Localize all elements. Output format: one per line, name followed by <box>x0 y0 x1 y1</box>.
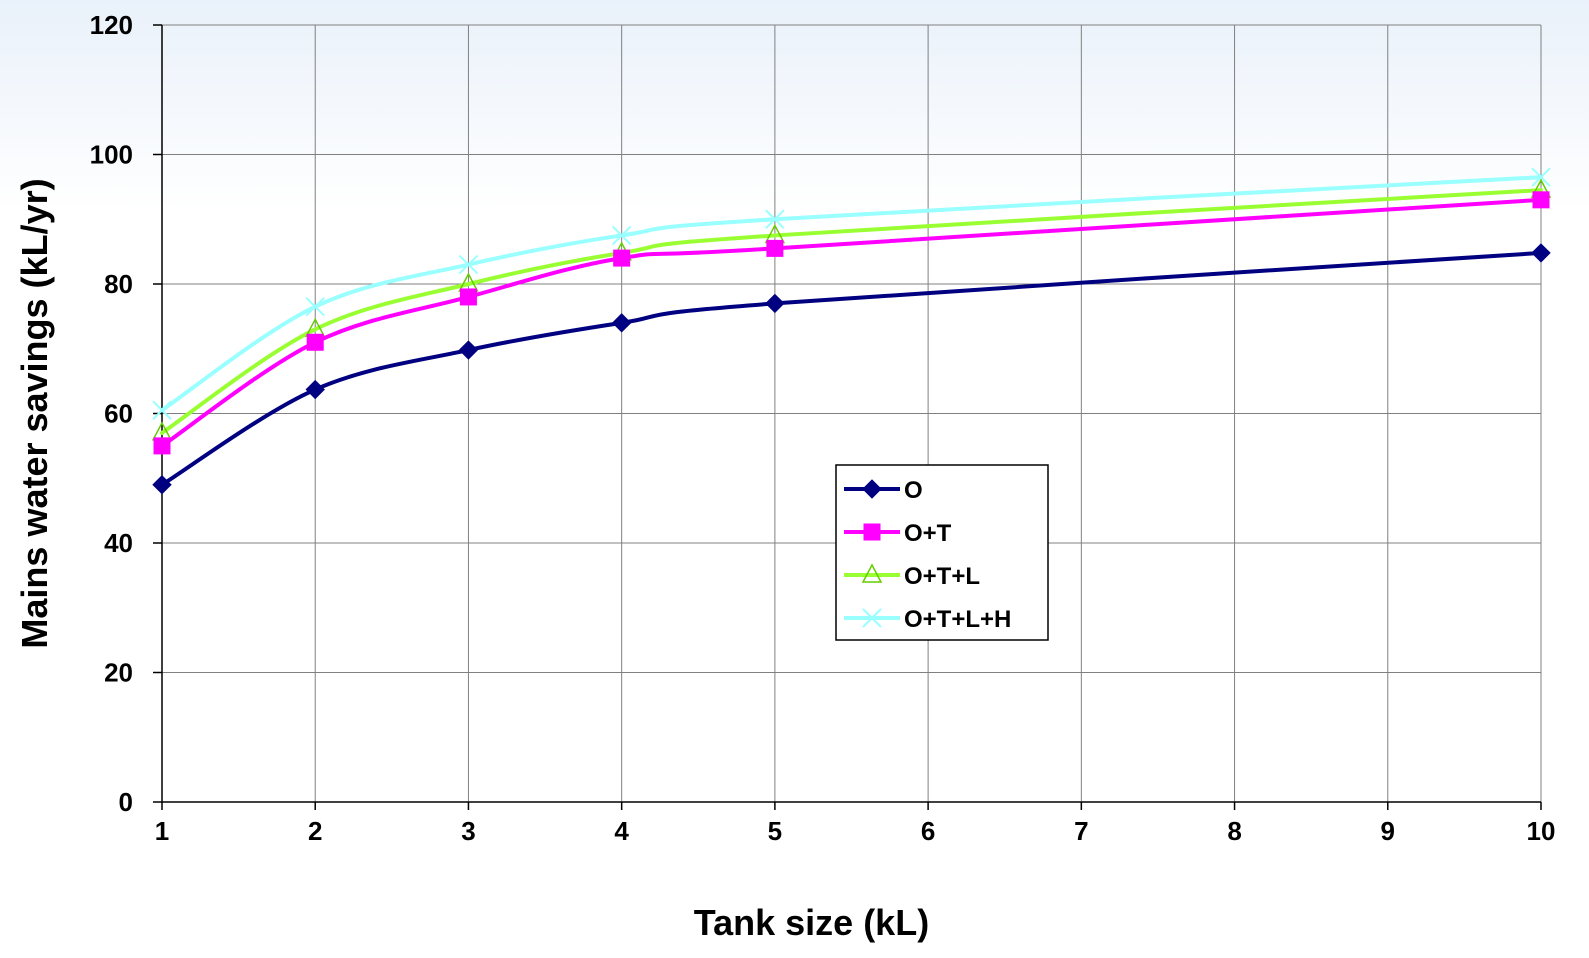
marker-o-plus-t-plus-l-plus-h-x3 <box>458 254 479 275</box>
series-o <box>152 243 1551 495</box>
marker-o-plus-t-x5 <box>766 239 784 257</box>
x-tick-label-2: 2 <box>308 816 322 846</box>
marker-o-x4 <box>611 313 632 333</box>
legend-entry-o-plus-t-plus-l: O+T+L <box>844 563 980 590</box>
legend: O O+T O+T+L O+T+L+H <box>835 464 1049 641</box>
legend-swatch-marker-o-plus-t-plus-l <box>861 563 883 583</box>
x-tick-label-8: 8 <box>1227 816 1241 846</box>
marker-o-x3 <box>458 340 479 360</box>
x-tick-label-10: 10 <box>1527 816 1556 846</box>
x-tick-label-1: 1 <box>155 816 169 846</box>
series-lines <box>151 167 1552 495</box>
x-tick-label-6: 6 <box>921 816 935 846</box>
marker-o-plus-t-x4 <box>613 249 631 267</box>
marker-o-plus-t-x1 <box>153 437 171 455</box>
marker-o-plus-t-x2 <box>306 333 324 351</box>
marker-o-x1 <box>152 475 172 495</box>
legend-swatch-marker-o <box>862 479 882 499</box>
x-tick-label-5: 5 <box>768 816 782 846</box>
legend-label-o-plus-t-plus-l-plus-h: O+T+L+H <box>904 606 1011 633</box>
y-tick-label-60: 60 <box>104 399 133 429</box>
y-tick-label-80: 80 <box>104 269 133 299</box>
y-tick-label-20: 20 <box>104 658 133 688</box>
marker-o-x2 <box>305 379 325 400</box>
x-tick-label-4: 4 <box>614 816 629 846</box>
series-line-o-plus-t <box>160 197 1543 448</box>
series-line-o-plus-t-plus-l <box>160 188 1543 435</box>
y-axis-title: Mains water savings (kL/yr) <box>14 178 55 648</box>
legend-swatch-marker-o-plus-t <box>863 523 881 541</box>
marker-o-x5 <box>765 293 785 314</box>
legend-entry-o: O <box>844 477 923 504</box>
legend-entry-o-plus-t: O+T <box>844 520 952 547</box>
marker-o-plus-t-plus-l-plus-h-x5 <box>765 209 785 229</box>
y-tick-label-0: 0 <box>119 787 133 817</box>
x-tick-label-9: 9 <box>1381 816 1395 846</box>
grid <box>162 24 1542 802</box>
axes <box>153 24 1542 810</box>
legend-swatch-marker-o-plus-t-plus-l-plus-h <box>862 608 882 628</box>
marker-o-plus-t-x10 <box>1532 191 1550 209</box>
marker-o-plus-t-plus-l-plus-h-x10 <box>1531 167 1551 187</box>
legend-label-o: O <box>904 477 923 504</box>
marker-o-x10 <box>1531 243 1551 263</box>
marker-o-plus-t-plus-l-plus-h-x1 <box>152 400 172 420</box>
marker-o-plus-t-plus-l-plus-h-x2 <box>305 296 325 317</box>
legend-label-o-plus-t-plus-l: O+T+L <box>904 563 980 590</box>
x-tick-label-3: 3 <box>461 816 475 846</box>
series-o-plus-t-plus-l <box>151 178 1552 441</box>
series-o-plus-t <box>153 191 1550 455</box>
y-tick-label-100: 100 <box>90 140 133 170</box>
x-tick-label-7: 7 <box>1074 816 1088 846</box>
legend-entry-o-plus-t-plus-l-plus-h: O+T+L+H <box>844 606 1011 633</box>
legend-label-o-plus-t: O+T <box>904 520 952 547</box>
marker-o-plus-t-x3 <box>459 288 477 306</box>
y-tick-label-40: 40 <box>104 528 133 558</box>
marker-o-plus-t-plus-l-plus-h-x4 <box>611 225 632 246</box>
x-axis-title: Tank size (kL) <box>694 902 929 943</box>
series-o-plus-t-plus-l-plus-h <box>152 167 1551 420</box>
y-tick-label-120: 120 <box>90 10 133 40</box>
